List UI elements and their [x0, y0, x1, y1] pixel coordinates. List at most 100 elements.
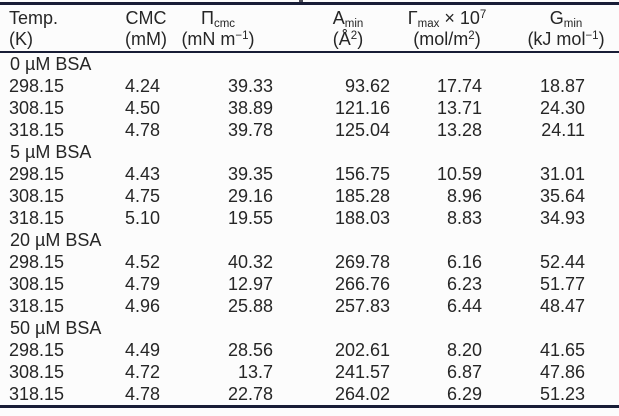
value-cell: 269.78 [334, 251, 390, 272]
header-row: Temp. (K) CMC (mM) Πcmc (mN m−1) Amin (Å… [0, 4, 619, 52]
value-cell: 6.16 [446, 251, 482, 272]
value-cell: 8.83 [446, 207, 482, 228]
temp-cell: 298.15 [9, 339, 65, 360]
value-cell: 4.52 [124, 251, 160, 272]
value-cell: 4.72 [124, 361, 160, 382]
table-row: 308.15 4.79 12.97 266.76 6.23 51.77 [0, 273, 619, 295]
value-cell: 4.78 [124, 383, 160, 404]
value-cell: 12.97 [227, 273, 273, 294]
value-cell: 28.56 [227, 339, 273, 360]
value-cell: 52.44 [539, 251, 585, 272]
table-row: 318.15 4.96 25.88 257.83 6.44 48.47 [0, 295, 619, 317]
value-cell: 6.87 [446, 361, 482, 382]
temp-cell: 318.15 [9, 383, 65, 404]
caption-remnant-mark [299, 0, 303, 2]
value-cell: 4.43 [124, 163, 160, 184]
value-cell: 39.35 [227, 163, 273, 184]
table-body: 0 µM BSA 298.15 4.24 39.33 93.62 17.74 18.87 30… [0, 52, 619, 407]
value-cell: 25.88 [227, 295, 273, 316]
value-cell: 4.49 [124, 339, 160, 360]
section-label-row: 5 µM BSA [0, 141, 619, 163]
value-cell: 93.62 [344, 75, 390, 96]
value-cell: 13.28 [436, 119, 482, 140]
value-cell: 22.78 [227, 383, 273, 404]
col-header-gamma-max: Γmax × 107 (mol/m2) [395, 4, 505, 52]
table-row: 298.15 4.52 40.32 269.78 6.16 52.44 [0, 251, 619, 273]
temp-cell: 318.15 [9, 207, 65, 228]
value-cell: 257.83 [334, 295, 390, 316]
temp-cell: 298.15 [9, 251, 65, 272]
section-label: 5 µM BSA [10, 141, 92, 162]
temp-cell: 298.15 [9, 75, 65, 96]
table-row: 298.15 4.49 28.56 202.61 8.20 41.65 [0, 339, 619, 361]
value-cell: 264.02 [334, 383, 390, 404]
value-cell: 39.33 [227, 75, 273, 96]
value-cell: 39.78 [227, 119, 273, 140]
header-line2: (mol/m2) [413, 29, 481, 49]
col-header-temp: Temp. (K) [0, 4, 95, 52]
value-cell: 125.04 [334, 119, 390, 140]
value-cell: 18.87 [539, 75, 585, 96]
value-cell: 156.75 [334, 163, 390, 184]
value-cell: 48.47 [539, 295, 585, 316]
temp-cell: 308.15 [9, 185, 65, 206]
table-row: 318.15 4.78 22.78 264.02 6.29 51.23 [0, 383, 619, 407]
value-cell: 13.71 [436, 97, 482, 118]
value-cell: 29.16 [227, 185, 273, 206]
value-cell: 188.03 [334, 207, 390, 228]
header-line2: (mN m−1) [181, 29, 255, 49]
temp-cell: 298.15 [9, 163, 65, 184]
table-row: 298.15 4.24 39.33 93.62 17.74 18.87 [0, 75, 619, 97]
header-line1: Gmin [549, 8, 583, 30]
value-cell: 4.24 [124, 75, 160, 96]
col-header-pi-cmc: Πcmc (mN m−1) [180, 4, 288, 52]
value-cell: 241.57 [334, 361, 390, 382]
value-cell: 266.76 [334, 273, 390, 294]
value-cell: 24.30 [539, 97, 585, 118]
value-cell: 19.55 [227, 207, 273, 228]
header-line1: Temp. [9, 8, 59, 28]
temp-cell: 308.15 [9, 361, 65, 382]
section-label: 20 µM BSA [10, 229, 102, 250]
header-line2: (kJ mol−1) [527, 29, 605, 49]
section-label-row: 20 µM BSA [0, 229, 619, 251]
value-cell: 35.64 [539, 185, 585, 206]
value-cell: 185.28 [334, 185, 390, 206]
value-cell: 4.96 [124, 295, 160, 316]
value-cell: 40.32 [227, 251, 273, 272]
value-cell: 4.78 [124, 119, 160, 140]
value-cell: 51.77 [539, 273, 585, 294]
value-cell: 38.89 [227, 97, 273, 118]
temp-cell: 308.15 [9, 97, 65, 118]
col-header-a-min: Amin (Å2) [288, 4, 395, 52]
header-line1: Amin [332, 8, 364, 30]
value-cell: 8.96 [446, 185, 482, 206]
section-label-row: 0 µM BSA [0, 52, 619, 75]
table-row: 298.15 4.43 39.35 156.75 10.59 31.01 [0, 163, 619, 185]
table-row: 318.15 4.78 39.78 125.04 13.28 24.11 [0, 119, 619, 141]
header-line2: (mM) [125, 29, 167, 49]
temp-cell: 308.15 [9, 273, 65, 294]
value-cell: 51.23 [539, 383, 585, 404]
value-cell: 41.65 [539, 339, 585, 360]
section-label: 50 µM BSA [10, 317, 102, 338]
value-cell: 6.23 [446, 273, 482, 294]
value-cell: 5.10 [124, 207, 160, 228]
micellization-parameters-table: Temp. (K) CMC (mM) Πcmc (mN m−1) Amin (Å… [0, 2, 619, 408]
value-cell: 34.93 [539, 207, 585, 228]
temp-cell: 318.15 [9, 295, 65, 316]
table-row: 308.15 4.72 13.7 241.57 6.87 47.86 [0, 361, 619, 383]
value-cell: 47.86 [539, 361, 585, 382]
value-cell: 6.44 [446, 295, 482, 316]
value-cell: 8.20 [446, 339, 482, 360]
value-cell: 13.7 [237, 361, 273, 382]
table-row: 318.15 5.10 19.55 188.03 8.83 34.93 [0, 207, 619, 229]
table-row: 308.15 4.50 38.89 121.16 13.71 24.30 [0, 97, 619, 119]
value-cell: 17.74 [436, 75, 482, 96]
value-cell: 6.29 [446, 383, 482, 404]
value-cell: 4.50 [124, 97, 160, 118]
value-cell: 4.75 [124, 185, 160, 206]
header-line2: (K) [9, 29, 33, 49]
value-cell: 31.01 [539, 163, 585, 184]
